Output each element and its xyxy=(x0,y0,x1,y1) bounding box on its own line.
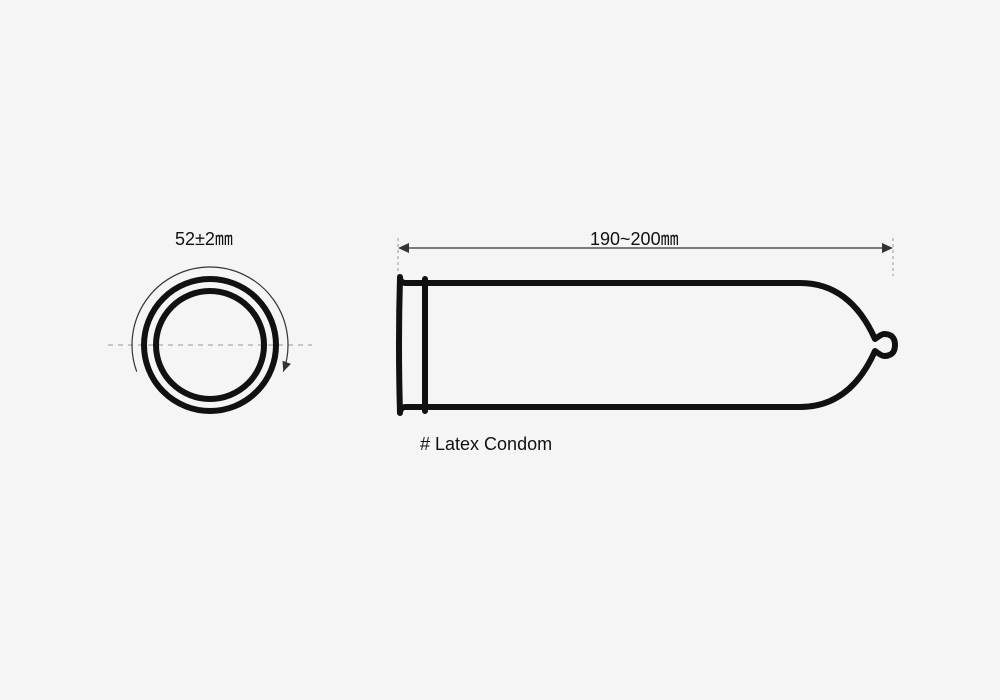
lateral-diagram xyxy=(0,0,1000,700)
diagram-stage: 52±2㎜ 190~200㎜ # Latex Condom xyxy=(0,0,1000,700)
diagram-caption: # Latex Condom xyxy=(420,434,552,455)
lateral-dimension-label: 190~200㎜ xyxy=(590,225,679,251)
ring-dimension-label: 52±2㎜ xyxy=(175,225,233,251)
